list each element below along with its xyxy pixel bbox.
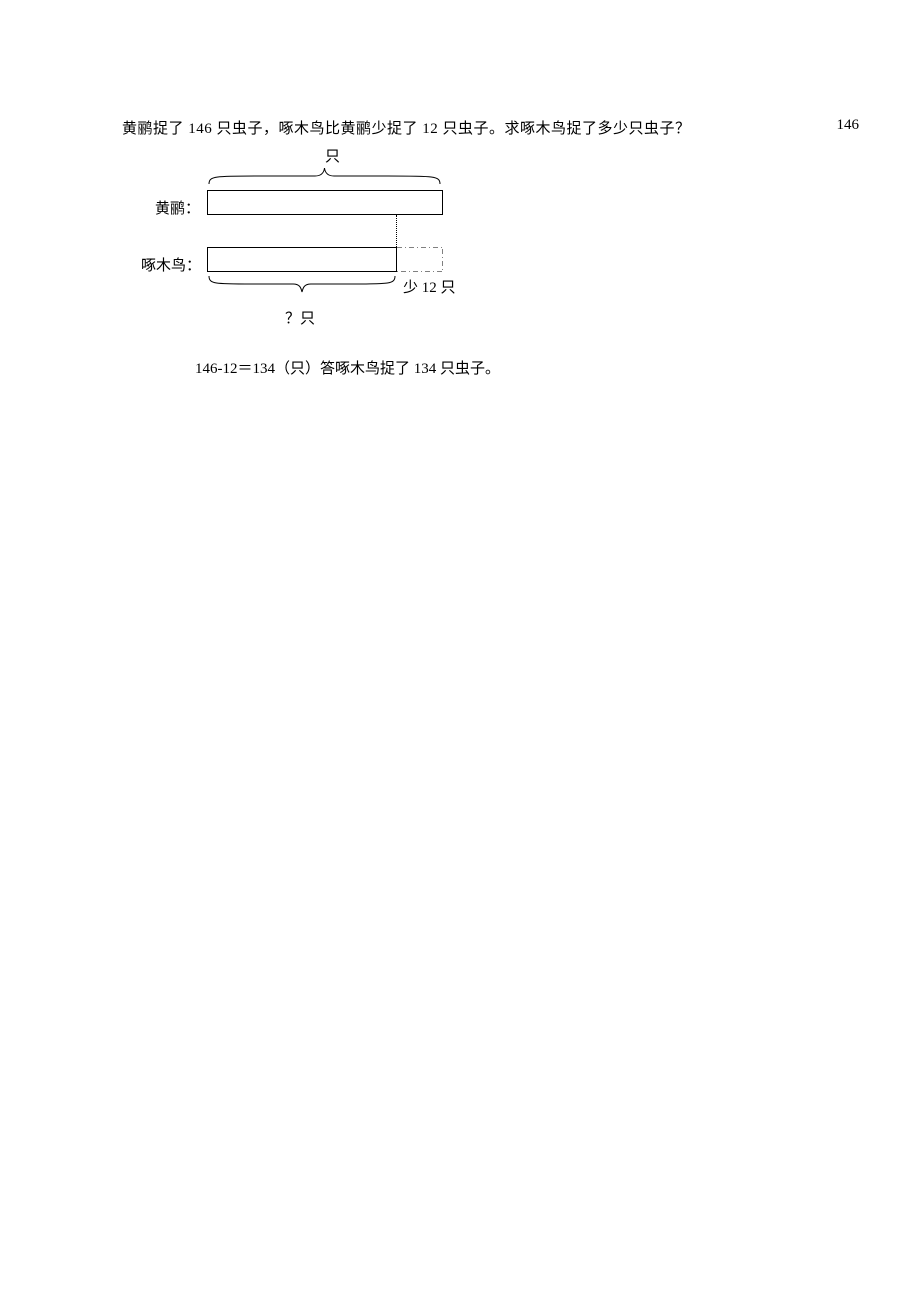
answer-statement: 146-12＝134（只）答啄木鸟捉了 134 只虫子。: [195, 357, 500, 378]
question-mark-label: ？只: [285, 307, 315, 328]
bar-woodpecker-solid: [207, 247, 397, 272]
difference-label: 少 12 只: [403, 276, 456, 297]
top-unit-label: 只: [325, 145, 340, 166]
page-container: 黄鹂捉了 146 只虫子，啄木鸟比黄鹂少捉了 12 只虫子。求啄木鸟捉了多少只虫…: [0, 0, 920, 1302]
brace-bottom: [207, 274, 397, 296]
bar-woodpecker-dash: [397, 247, 443, 272]
page-number: 146: [837, 117, 860, 134]
bar-oriole: [207, 190, 443, 215]
row-label-oriole: 黄鹂：: [155, 197, 200, 218]
problem-statement: 黄鹂捉了 146 只虫子，啄木鸟比黄鹂少捉了 12 只虫子。求啄木鸟捉了多少只虫…: [122, 117, 691, 138]
dotted-divider: [396, 215, 397, 247]
row-label-woodpecker: 啄木鸟：: [141, 254, 201, 275]
bar-diagram: 只 黄鹂： 啄木鸟： 少 12 只 ？只: [135, 140, 535, 360]
brace-top: [207, 164, 442, 186]
